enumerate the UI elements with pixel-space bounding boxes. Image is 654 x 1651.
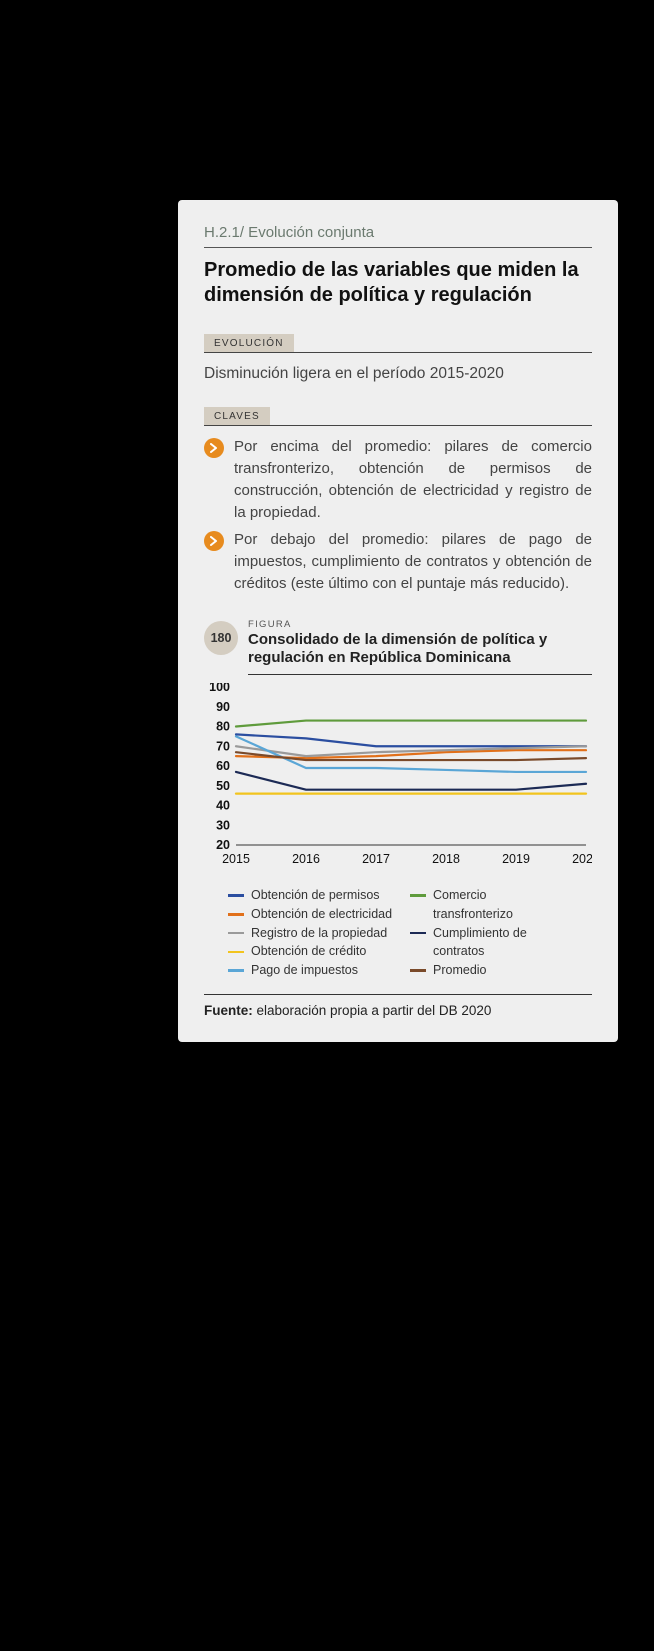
figure-rule [248, 674, 592, 675]
line-chart: 20 30 40 50 60 70 80 90 100 2015 2016 2017 2018 2019 2… [204, 683, 592, 873]
evolution-tag: EVOLUCIÓN [204, 334, 294, 352]
key-bullet-text: Por debajo del promedio: pilares de pago… [234, 529, 592, 594]
legend-label: Obtención de permisos [251, 886, 380, 905]
legend-label: Obtención de electricidad [251, 905, 392, 924]
legend-swatch [228, 894, 244, 897]
key-bullet: Por debajo del promedio: pilares de pago… [204, 529, 592, 594]
key-bullet: Por encima del promedio: pilares de come… [204, 436, 592, 523]
legend-swatch [228, 969, 244, 972]
legend-item: Comercio [410, 886, 592, 905]
source-rule [204, 994, 592, 995]
keys-bullet-list: Por encima del promedio: pilares de come… [204, 436, 592, 594]
legend-swatch [410, 894, 426, 897]
svg-text:60: 60 [216, 759, 230, 773]
svg-text:2015: 2015 [222, 852, 250, 866]
legend-label: Comercio [433, 886, 487, 905]
legend-item: Promedio [410, 961, 592, 980]
svg-text:30: 30 [216, 818, 230, 832]
svg-text:2018: 2018 [432, 852, 460, 866]
legend-item: Obtención de crédito [228, 942, 410, 961]
chevron-right-icon [204, 438, 224, 458]
legend-label: Cumplimiento de [433, 924, 527, 943]
figure-number-badge: 180 [204, 621, 238, 655]
key-bullet-text: Por encima del promedio: pilares de come… [234, 436, 592, 523]
legend-label: Pago de impuestos [251, 961, 358, 980]
chevron-right-icon [204, 531, 224, 551]
svg-text:70: 70 [216, 739, 230, 753]
main-title: Promedio de las variables que miden la d… [204, 258, 592, 308]
legend-label: Promedio [433, 961, 487, 980]
svg-text:2019: 2019 [502, 852, 530, 866]
evolution-tag-row: EVOLUCIÓN [204, 334, 592, 353]
svg-text:40: 40 [216, 799, 230, 813]
figure-label: FIGURA [248, 619, 592, 630]
svg-text:2016: 2016 [292, 852, 320, 866]
source-label: Fuente: [204, 1003, 253, 1018]
svg-text:80: 80 [216, 720, 230, 734]
legend-swatch [410, 969, 426, 972]
legend-item: Pago de impuestos [228, 961, 410, 980]
info-card: H.2.1/ Evolución conjunta Promedio de la… [178, 200, 618, 1042]
evolution-text: Disminución ligera en el período 2015-20… [204, 363, 592, 385]
svg-text:20: 20 [216, 838, 230, 852]
chart-legend: Obtención de permisosObtención de electr… [204, 886, 592, 980]
figure-header: 180 FIGURA Consolidado de la dimensión d… [204, 619, 592, 669]
legend-swatch [410, 932, 426, 935]
legend-swatch [228, 913, 244, 916]
svg-text:2020: 2020 [572, 852, 592, 866]
source-text: elaboración propia a partir del DB 2020 [253, 1003, 492, 1018]
keys-tag-row: CLAVES [204, 407, 592, 426]
legend-item: Obtención de permisos [228, 886, 410, 905]
legend-swatch [228, 951, 244, 954]
figure-title: Consolidado de la dimensión de política … [248, 631, 592, 669]
chart-container: 20 30 40 50 60 70 80 90 100 2015 2016 2017 2018 2019 2… [204, 683, 592, 878]
svg-text:2017: 2017 [362, 852, 390, 866]
keys-tag: CLAVES [204, 407, 270, 425]
legend-swatch [228, 932, 244, 935]
legend-label: Obtención de crédito [251, 942, 366, 961]
figure-title-block: FIGURA Consolidado de la dimensión de po… [248, 619, 592, 669]
legend-item: Obtención de electricidad [228, 905, 410, 924]
figure-source: Fuente: elaboración propia a partir del … [204, 1003, 592, 1018]
svg-text:50: 50 [216, 779, 230, 793]
legend-item: Registro de la propiedad [228, 924, 410, 943]
legend-item: Cumplimiento de [410, 924, 592, 943]
svg-text:100: 100 [209, 683, 230, 694]
legend-item-continuation: contratos [410, 942, 592, 961]
legend-item-continuation: transfronterizo [410, 905, 592, 924]
svg-text:90: 90 [216, 700, 230, 714]
legend-label: Registro de la propiedad [251, 924, 387, 943]
section-code: H.2.1/ Evolución conjunta [204, 224, 592, 248]
